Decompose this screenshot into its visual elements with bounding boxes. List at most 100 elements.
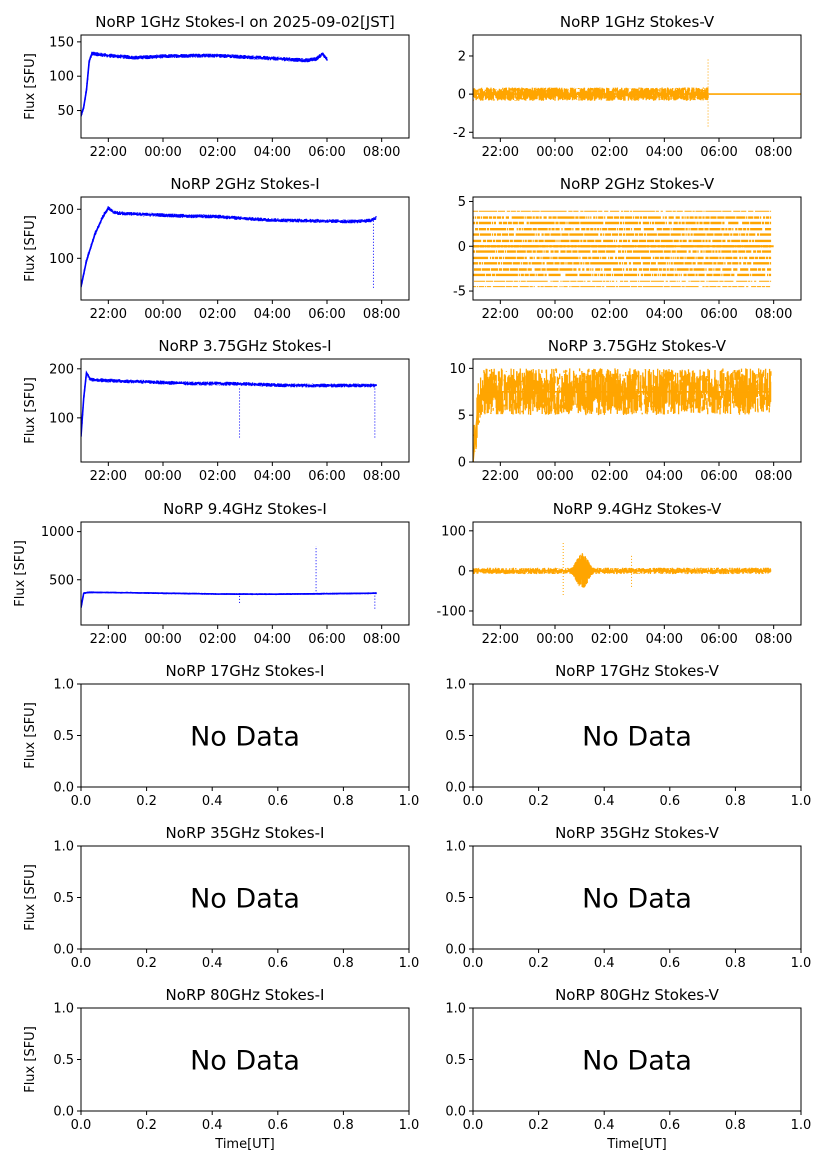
- x-tick-label: 1.0: [791, 794, 812, 809]
- y-tick-label: 0.0: [445, 781, 466, 796]
- x-tick-label: 02:00: [199, 145, 236, 160]
- panel-2ghz_i: NoRP 2GHz Stokes-I Flux [SFU] 22:00 00:00 02…: [23, 175, 410, 322]
- axes-frame: [80, 521, 410, 626]
- no-data-text: No Data: [190, 722, 300, 753]
- x-tick-label: 08:00: [363, 469, 400, 484]
- y-tick-label: 0: [458, 564, 466, 579]
- y-axis-label: Flux [SFU]: [13, 540, 28, 607]
- axes-frame: [472, 683, 802, 788]
- axes-frame: [80, 34, 410, 139]
- x-tick-label: 04:00: [646, 632, 683, 647]
- axes-frame: [472, 358, 802, 463]
- y-tick-label: 100: [49, 70, 74, 85]
- series-strand: [81, 206, 377, 288]
- x-tick-label: 08:00: [363, 307, 400, 322]
- panel-375ghz_i: NoRP 3.75GHz Stokes-I Flux [SFU] 22:00 00:0…: [23, 337, 410, 484]
- series-strand: [81, 372, 377, 437]
- panel-title: NoRP 17GHz Stokes-I: [166, 662, 325, 680]
- x-tick-label: 0.2: [528, 794, 549, 809]
- x-tick-label: 0.8: [333, 956, 354, 971]
- x-tick-label: 04:00: [254, 632, 291, 647]
- x-tick-label: 0.4: [202, 956, 223, 971]
- x-tick-label: 06:00: [700, 307, 737, 322]
- y-tick-label: 0: [458, 88, 466, 103]
- y-tick-label: 0.0: [53, 1105, 74, 1120]
- y-tick-label: 100: [49, 411, 74, 426]
- x-tick-label: 0.4: [202, 1118, 223, 1133]
- x-tick-label: 00:00: [144, 632, 181, 647]
- x-tick-label: 08:00: [363, 632, 400, 647]
- y-axis-label: Flux [SFU]: [23, 702, 38, 769]
- axes-frame: [80, 683, 410, 788]
- x-tick-label: 0.6: [659, 1118, 680, 1133]
- axes-frame: [80, 358, 410, 463]
- y-tick-label: 0.0: [53, 781, 74, 796]
- x-tick-label: 04:00: [254, 307, 291, 322]
- series-strand: [81, 51, 328, 117]
- x-tick-label: 0.8: [725, 956, 746, 971]
- y-tick-label: 150: [49, 35, 74, 50]
- panel-title: NoRP 9.4GHz Stokes-I: [163, 500, 327, 518]
- y-tick-label: 1.0: [53, 840, 74, 855]
- data-layer: [81, 546, 377, 609]
- y-tick-label: 200: [49, 362, 74, 377]
- data-layer: [473, 368, 772, 462]
- x-tick-label: 06:00: [308, 307, 345, 322]
- x-tick-label: 06:00: [700, 145, 737, 160]
- data-layer: [473, 210, 774, 288]
- y-tick-label: 1.0: [445, 840, 466, 855]
- y-tick-label: 1.0: [445, 678, 466, 693]
- x-tick-label: 08:00: [755, 469, 792, 484]
- burst: [569, 553, 595, 588]
- y-tick-label: 0.0: [445, 943, 466, 958]
- x-tick-label: 0.2: [136, 1118, 157, 1133]
- x-tick-label: 0.2: [528, 956, 549, 971]
- panel-title: NoRP 1GHz Stokes-I on 2025-09-02[JST]: [95, 13, 395, 31]
- x-tick-label: 1.0: [399, 794, 420, 809]
- y-tick-label: 500: [49, 573, 74, 588]
- panel-title: NoRP 80GHz Stokes-V: [555, 986, 720, 1004]
- no-data-text: No Data: [582, 1046, 692, 1077]
- x-tick-label: 0.6: [267, 1118, 288, 1133]
- x-tick-label: 0.0: [463, 1118, 484, 1133]
- panel-title: NoRP 80GHz Stokes-I: [166, 986, 325, 1004]
- x-tick-label: 02:00: [591, 632, 628, 647]
- y-tick-label: 200: [49, 203, 74, 218]
- x-tick-label: 0.4: [594, 1118, 615, 1133]
- no-data-text: No Data: [582, 884, 692, 915]
- x-tick-label: 0.8: [725, 794, 746, 809]
- x-tick-label: 0.2: [528, 1118, 549, 1133]
- x-tick-label: 1.0: [399, 956, 420, 971]
- y-tick-label: 50: [57, 104, 74, 119]
- data-layer: [81, 206, 377, 288]
- axes-frame: [472, 1007, 802, 1112]
- panel-title: NoRP 3.75GHz Stokes-V: [548, 337, 727, 355]
- y-tick-label: 1.0: [53, 1002, 74, 1017]
- series-line: [81, 206, 377, 287]
- x-tick-label: 22:00: [482, 632, 519, 647]
- x-tick-label: 0.4: [594, 794, 615, 809]
- y-tick-label: 0.0: [53, 943, 74, 958]
- y-tick-label: 0.5: [53, 1053, 74, 1068]
- panel-title: NoRP 17GHz Stokes-V: [555, 662, 720, 680]
- x-tick-label: 0.6: [267, 956, 288, 971]
- axes-frame: [80, 196, 410, 301]
- y-tick-label: 5: [458, 409, 466, 424]
- x-tick-label: 0.0: [71, 794, 92, 809]
- x-tick-label: 1.0: [791, 1118, 812, 1133]
- y-tick-label: 0.5: [53, 729, 74, 744]
- y-tick-label: -100: [436, 604, 466, 619]
- no-data-text: No Data: [190, 884, 300, 915]
- x-tick-label: 06:00: [308, 469, 345, 484]
- x-tick-label: 02:00: [591, 469, 628, 484]
- x-tick-label: 00:00: [536, 307, 573, 322]
- x-tick-label: 0.0: [71, 1118, 92, 1133]
- y-tick-label: -2: [453, 126, 466, 141]
- x-tick-label: 0.8: [333, 1118, 354, 1133]
- x-tick-label: 02:00: [591, 307, 628, 322]
- panel-80ghz_v: NoRP 80GHz Stokes-V 0.0 0.2 0.4 0.6 0.8 1.0 0.0…: [445, 986, 811, 1152]
- no-data-text: No Data: [582, 722, 692, 753]
- series-line: [81, 591, 377, 608]
- x-tick-label: 1.0: [791, 956, 812, 971]
